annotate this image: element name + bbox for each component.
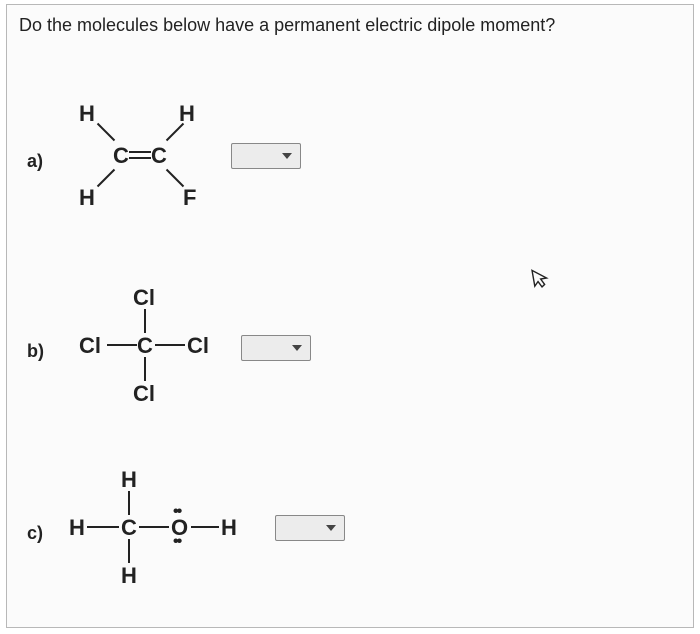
atom-C: C bbox=[113, 143, 129, 169]
bond bbox=[129, 157, 151, 159]
chevron-down-icon bbox=[326, 525, 336, 531]
bond bbox=[166, 169, 184, 187]
atom-Cl: Cl bbox=[79, 333, 101, 359]
dropdown-c[interactable] bbox=[275, 515, 345, 541]
atom-H: H bbox=[79, 101, 95, 127]
cursor-icon bbox=[530, 266, 553, 297]
atom-H: H bbox=[69, 515, 85, 541]
lone-pair: •• bbox=[173, 503, 180, 521]
structure-a: H H C C H F bbox=[67, 101, 227, 211]
bond bbox=[97, 169, 115, 187]
label-b: b) bbox=[27, 341, 44, 362]
label-a: a) bbox=[27, 151, 43, 172]
atom-Cl: Cl bbox=[133, 285, 155, 311]
lone-pair: •• bbox=[173, 533, 180, 551]
bond bbox=[107, 344, 137, 346]
atom-H: H bbox=[121, 467, 137, 493]
atom-C: C bbox=[151, 143, 167, 169]
question-text: Do the molecules below have a permanent … bbox=[19, 15, 555, 36]
question-panel: Do the molecules below have a permanent … bbox=[6, 4, 694, 628]
dropdown-a[interactable] bbox=[231, 143, 301, 169]
bond bbox=[129, 151, 151, 153]
dropdown-b[interactable] bbox=[241, 335, 311, 361]
bond bbox=[139, 526, 169, 528]
atom-C: C bbox=[137, 333, 153, 359]
chevron-down-icon bbox=[292, 345, 302, 351]
structure-c: H H C O •• •• H H bbox=[61, 467, 271, 597]
bond bbox=[166, 123, 184, 141]
structure-b: Cl Cl C Cl Cl bbox=[71, 285, 241, 415]
atom-Cl: Cl bbox=[187, 333, 209, 359]
atom-Cl: Cl bbox=[133, 381, 155, 407]
bond bbox=[155, 344, 185, 346]
bond bbox=[144, 309, 146, 333]
bond bbox=[191, 526, 219, 528]
atom-F: F bbox=[183, 185, 196, 211]
atom-H: H bbox=[221, 515, 237, 541]
bond bbox=[128, 539, 130, 563]
bond bbox=[87, 526, 119, 528]
label-c: c) bbox=[27, 523, 43, 544]
chevron-down-icon bbox=[282, 153, 292, 159]
atom-H: H bbox=[79, 185, 95, 211]
atom-H: H bbox=[121, 563, 137, 589]
atom-C: C bbox=[121, 515, 137, 541]
bond bbox=[128, 491, 130, 515]
bond bbox=[144, 357, 146, 381]
bond bbox=[97, 123, 115, 141]
